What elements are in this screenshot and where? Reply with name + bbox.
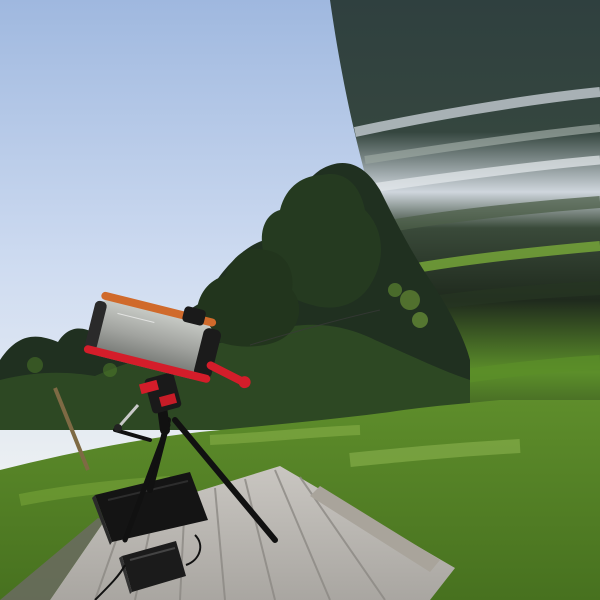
equipment-case (92, 472, 208, 545)
power-box (94, 534, 202, 600)
telescope (83, 291, 251, 389)
telescope-mount (114, 372, 182, 432)
treeline (0, 162, 470, 430)
wooden-pole (53, 387, 90, 471)
